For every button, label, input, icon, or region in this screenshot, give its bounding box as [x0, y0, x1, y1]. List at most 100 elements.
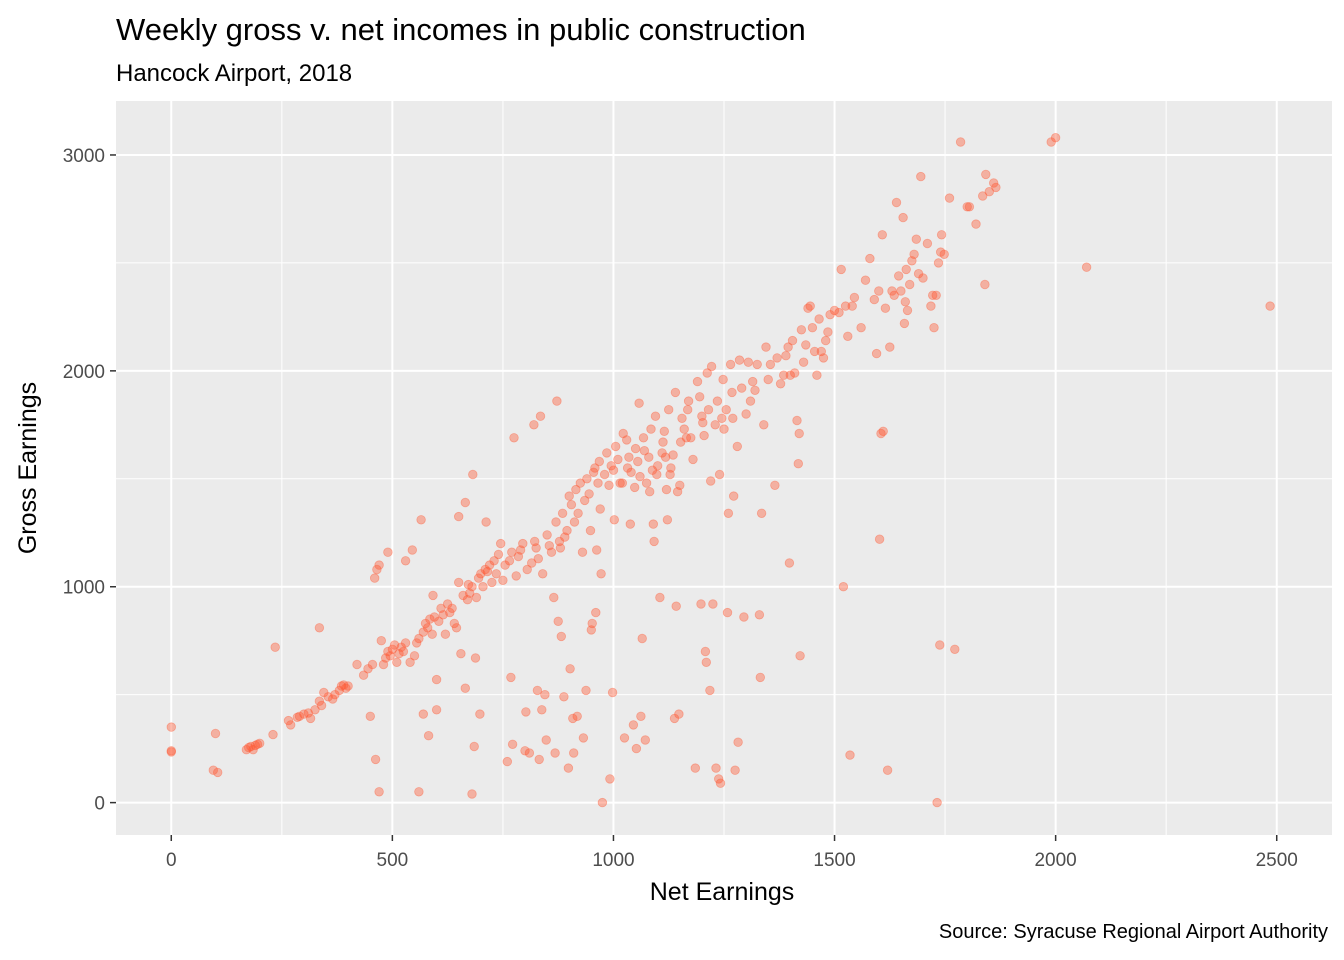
- data-point: [944, 193, 955, 203]
- data-point: [733, 737, 743, 747]
- data-point: [849, 292, 860, 303]
- data-point: [668, 450, 678, 460]
- data-point: [891, 197, 902, 208]
- data-point: [405, 657, 415, 668]
- data-point: [608, 465, 619, 475]
- data-point: [571, 484, 581, 495]
- y-tick-label: 1000: [63, 578, 105, 599]
- data-point: [515, 545, 526, 555]
- data-point: [467, 789, 477, 799]
- data-point: [759, 420, 769, 430]
- data-point: [734, 355, 745, 365]
- data-point: [429, 612, 440, 622]
- data-point: [624, 452, 634, 462]
- data-point: [283, 715, 294, 726]
- data-point: [473, 573, 484, 583]
- data-point: [662, 515, 673, 525]
- data-point: [587, 618, 597, 629]
- data-point: [470, 653, 481, 663]
- data-point: [706, 476, 716, 486]
- data-point: [573, 508, 583, 519]
- data-point: [544, 541, 555, 551]
- data-point: [383, 646, 393, 657]
- x-tick-label: 2000: [1034, 850, 1076, 871]
- data-point: [385, 651, 395, 661]
- data-point: [1050, 132, 1061, 143]
- data-point: [556, 631, 567, 642]
- data-point: [675, 480, 685, 491]
- data-point: [823, 327, 833, 337]
- data-point: [754, 610, 765, 620]
- data-point: [700, 646, 711, 657]
- data-point: [657, 448, 667, 458]
- data-point: [725, 359, 736, 370]
- data-point: [166, 747, 177, 757]
- data-point: [471, 592, 482, 603]
- data-point: [645, 487, 655, 497]
- data-point: [790, 368, 800, 378]
- data-point: [569, 748, 579, 758]
- data-point: [595, 504, 605, 514]
- data-point: [522, 564, 532, 575]
- data-point: [549, 592, 559, 603]
- data-point: [636, 711, 646, 722]
- data-point: [630, 443, 641, 454]
- data-point: [711, 763, 721, 773]
- data-point: [795, 651, 805, 661]
- data-point: [436, 603, 446, 614]
- data-point: [328, 694, 338, 704]
- data-point: [714, 469, 725, 480]
- data-point: [648, 519, 659, 529]
- data-point: [507, 547, 517, 557]
- data-point: [631, 743, 642, 754]
- data-point: [533, 554, 544, 564]
- data-point: [911, 234, 922, 244]
- data-point: [590, 463, 600, 473]
- data-point: [481, 517, 491, 527]
- data-point: [845, 750, 855, 760]
- data-point: [690, 763, 701, 773]
- data-point: [625, 519, 636, 529]
- data-point: [557, 508, 568, 519]
- data-point: [847, 301, 857, 311]
- data-point: [378, 659, 389, 670]
- data-point: [294, 711, 305, 722]
- data-point: [462, 595, 473, 605]
- data-point: [609, 515, 620, 525]
- data-point: [1081, 262, 1092, 272]
- data-point: [352, 659, 362, 670]
- data-point: [928, 290, 938, 301]
- data-point: [638, 433, 649, 443]
- data-point: [509, 433, 519, 443]
- data-point: [807, 323, 818, 333]
- data-point: [880, 303, 891, 313]
- data-point: [552, 396, 562, 406]
- data-point: [563, 763, 574, 773]
- data-point: [476, 569, 486, 579]
- data-point: [381, 653, 391, 663]
- data-point: [582, 474, 592, 484]
- data-point: [310, 705, 320, 715]
- data-point: [626, 467, 636, 478]
- data-point: [939, 249, 949, 260]
- data-point: [458, 590, 468, 601]
- data-point: [907, 256, 917, 266]
- data-point: [721, 405, 731, 415]
- data-point: [460, 683, 471, 693]
- data-point: [504, 556, 515, 566]
- data-point: [708, 599, 718, 609]
- data-point: [723, 508, 734, 519]
- data-point: [416, 515, 426, 525]
- data-point: [706, 361, 717, 372]
- data-point: [699, 430, 709, 441]
- data-point: [339, 680, 349, 690]
- data-point: [467, 582, 477, 592]
- data-point: [772, 353, 782, 363]
- data-point: [484, 560, 495, 570]
- data-point: [478, 582, 488, 592]
- data-point: [1265, 301, 1275, 311]
- data-point: [442, 599, 453, 609]
- data-point: [370, 573, 380, 583]
- data-point: [633, 456, 643, 467]
